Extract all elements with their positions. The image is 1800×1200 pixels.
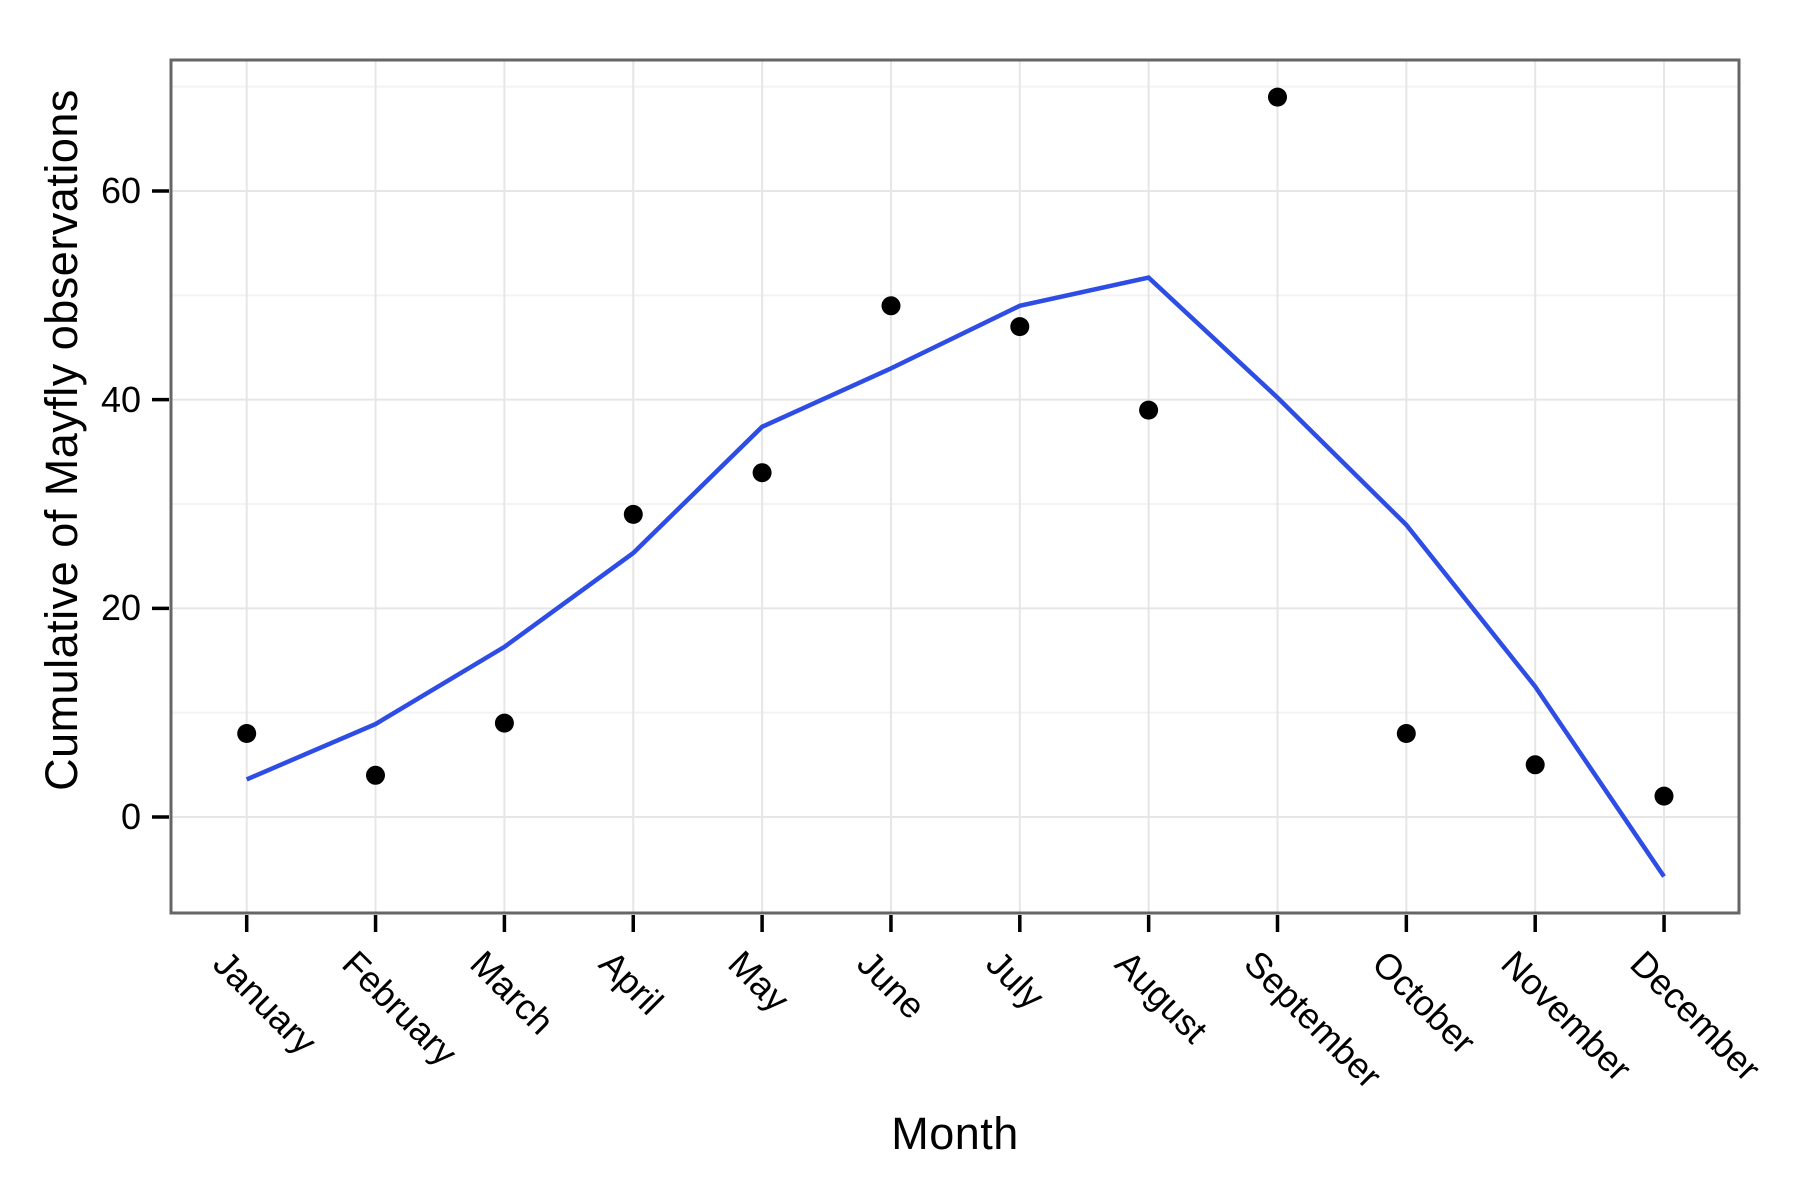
- data-point: [1654, 786, 1674, 806]
- data-point: [1396, 724, 1416, 743]
- data-point: [1268, 87, 1287, 107]
- data-point: [494, 713, 514, 733]
- data-point: [1525, 755, 1545, 775]
- y-tick-label: 40: [100, 378, 141, 420]
- y-axis-title: Cumulative of Mayfly observations: [36, 89, 87, 791]
- data-point: [881, 296, 901, 316]
- data-point: [1139, 400, 1159, 420]
- data-point: [1010, 317, 1030, 337]
- data-point: [237, 724, 257, 743]
- panel-border: [169, 58, 1741, 915]
- y-tick-label: 0: [120, 796, 141, 837]
- data-point: [752, 463, 772, 483]
- x-axis-title: Month: [891, 1108, 1019, 1159]
- y-tick-label: 20: [100, 587, 141, 629]
- smooth-fit-line: [245, 275, 1666, 878]
- data-point: [366, 765, 385, 785]
- data-point: [623, 504, 643, 524]
- y-tick-label: 60: [100, 170, 141, 211]
